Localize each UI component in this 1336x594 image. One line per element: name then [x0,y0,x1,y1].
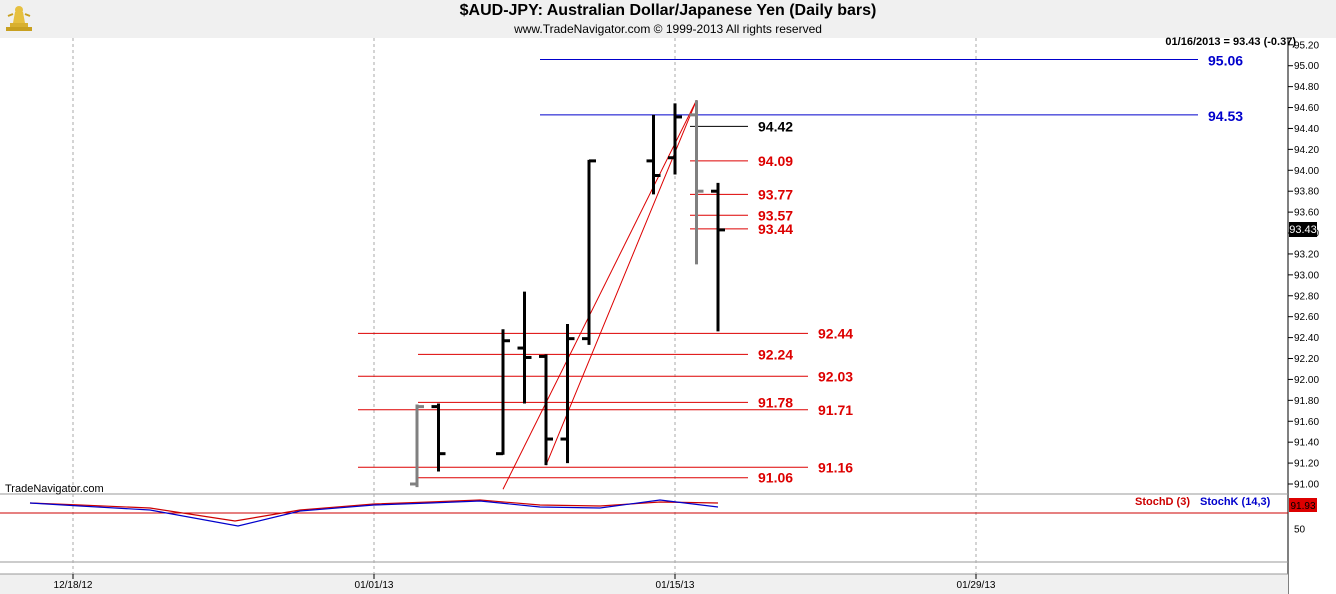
y-tick-label: 92.00 [1294,375,1319,386]
trend-line [545,100,697,466]
ohlc-bars [410,100,725,488]
y-tick-label: 93.80 [1294,187,1319,198]
last-price-tag: 93.43 [1289,224,1317,236]
y-tick-label: 92.20 [1294,354,1319,365]
level-label: 91.78 [758,394,793,410]
level-label: 91.06 [758,470,793,486]
ohlc-bar [539,354,553,466]
trend-line [502,100,697,490]
y-tick-label: 93.20 [1294,249,1319,260]
y-tick-label: 92.80 [1294,291,1319,302]
level-label: 94.53 [1208,108,1243,124]
ohlc-bar [711,182,725,332]
y-tick-label: 95.20 [1294,40,1319,51]
stoch-value-tag-bg [1289,498,1317,512]
ohlc-bar [517,291,532,404]
date-axis-bg [0,574,1288,594]
y-tick-label: 93.00 [1294,270,1319,281]
price-panel-bg [0,38,1288,494]
ohlc-bar [668,103,682,175]
level-label: 92.44 [818,325,853,341]
stoch-d-line [29,499,719,522]
y-tick-label: 94.20 [1294,145,1319,156]
x-tick-label: 01/29/13 [957,580,996,591]
legend-stoch-k: StochK (14,3) [1200,496,1271,508]
last-price-readout: 01/16/2013 = 93.43 (-0.37) [1165,36,1296,48]
ohlc-bar [689,100,704,265]
y-tick-label: 91.00 [1294,480,1319,491]
y-tick-label: 91.20 [1294,459,1319,470]
y-tick-label: 91.40 [1294,438,1319,449]
y-tick-label: 92.40 [1294,333,1319,344]
y-tick-label: 94.40 [1294,124,1319,135]
level-label: 93.77 [758,186,793,202]
y-tick-label: 92.60 [1294,312,1319,323]
level-label: 93.57 [758,207,793,223]
chart-header: $AUD-JPY: Australian Dollar/Japanese Yen… [0,0,1336,38]
last-price-tag-bg [1289,222,1317,237]
y-tick-label: 93.60 [1294,208,1319,219]
chart-subtitle: www.TradeNavigator.com © 1999-2013 All r… [514,22,822,36]
ohlc-bar [646,114,661,195]
x-tick-label: 12/18/12 [54,580,93,591]
x-tick-label: 01/01/13 [355,580,394,591]
y-tick-label: 95.00 [1294,61,1319,72]
level-label: 93.44 [758,221,793,237]
stoch-value-tag: 91.93 [1290,501,1315,512]
level-label: 94.42 [758,118,793,134]
chart-title: $AUD-JPY: Australian Dollar/Japanese Yen… [459,2,877,19]
ohlc-bar [560,324,575,464]
stochastic-panel: 50 91.93 StochD (3) StochK (14,3) [0,496,1317,536]
level-label: 91.71 [818,402,853,418]
chart-frame [0,38,1336,594]
ohlc-bar [431,403,446,472]
level-label: 92.03 [818,368,853,384]
trend-lines [502,100,697,490]
gold-trophy-logo-icon [6,6,32,31]
y-tick-label: 94.60 [1294,103,1319,114]
level-label: 94.09 [758,153,793,169]
date-axis: 12/18/12 01/01/13 01/15/13 01/29/13 [54,574,996,591]
y-tick-label: 91.80 [1294,396,1319,407]
level-label: 95.06 [1208,52,1243,68]
legend-stoch-d: StochD (3) [1135,496,1190,508]
y-tick-label: 91.60 [1294,417,1319,428]
vertical-gridlines [72,38,977,574]
stoch-y-tick-label: 50 [1294,525,1306,536]
level-label: 92.24 [758,346,793,362]
ohlc-bar [496,329,510,456]
y-tick-label: 94.80 [1294,82,1319,93]
level-label: 91.16 [818,459,853,475]
stoch-k-line [29,499,719,527]
ohlc-bar [410,404,424,488]
ohlc-bar [582,159,596,345]
x-tick-label: 01/15/13 [656,580,695,591]
watermark: TradeNavigator.com [5,483,104,495]
y-tick-label: 94.00 [1294,166,1319,177]
